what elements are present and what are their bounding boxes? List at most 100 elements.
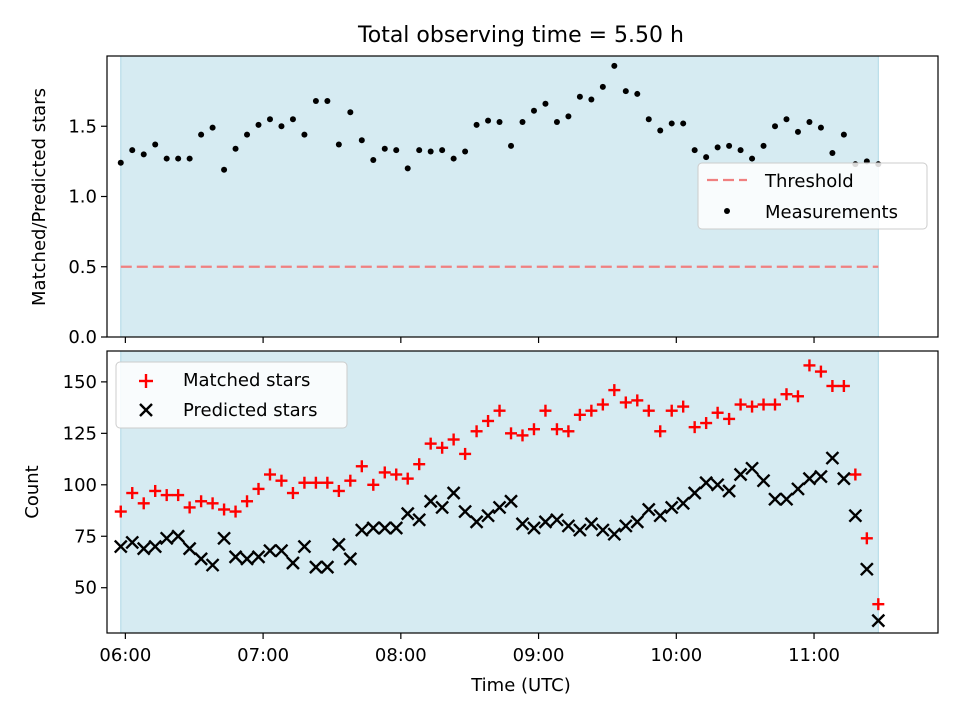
- measurement-point: [576, 93, 583, 100]
- matched-star-point: [608, 384, 621, 397]
- measurement-point: [726, 142, 733, 149]
- measurement-point: [255, 121, 262, 128]
- matched-star-point: [229, 505, 242, 518]
- matched-star-point: [837, 379, 850, 392]
- measurement-point: [657, 127, 664, 134]
- matched-star-point: [390, 468, 403, 481]
- matched-star-point: [826, 379, 839, 392]
- matched-star-point: [286, 487, 299, 500]
- matched-star-point: [631, 394, 644, 407]
- predicted-star-point: [630, 514, 645, 529]
- predicted-star-point: [400, 506, 415, 521]
- measurement-point: [530, 107, 537, 114]
- matched-star-point: [195, 495, 208, 508]
- measurement-point: [645, 116, 652, 123]
- measurement-point: [140, 151, 147, 158]
- matched-star-point: [172, 489, 185, 502]
- matched-legend-label: Matched stars: [183, 370, 310, 391]
- predicted-star-point: [286, 556, 300, 570]
- matched-star-point: [149, 484, 162, 497]
- matched-star-point: [780, 388, 793, 401]
- predicted-star-point: [837, 471, 851, 486]
- predicted-star-point: [469, 514, 484, 529]
- predicted-star-point: [354, 523, 369, 537]
- matched-star-point: [160, 489, 173, 502]
- measurement-point: [289, 116, 296, 123]
- predicted-star-point: [814, 469, 828, 484]
- measurement-point: [186, 155, 193, 162]
- y-tick-label: 1.0: [68, 187, 97, 208]
- measurement-point: [221, 166, 228, 173]
- measurement-point: [175, 155, 182, 162]
- predicted-legend-swatch: [139, 403, 153, 417]
- predicted-star-point: [205, 558, 220, 572]
- count-x-axis: 06:00 07:00 08:00 09:00 10:00 11:00: [99, 633, 840, 666]
- predicted-legend-label: Predicted stars: [183, 400, 317, 421]
- matched-star-point: [723, 412, 736, 425]
- measurement-point: [244, 131, 251, 138]
- predicted-star-point: [377, 521, 392, 535]
- predicted-star-point: [515, 517, 530, 531]
- matched-star-point: [527, 423, 540, 436]
- predicted-star-point: [240, 552, 254, 566]
- measurement-point: [668, 120, 675, 127]
- ratio-y-axis-label: Matched/Predicted stars: [29, 88, 50, 306]
- ratio-panel: 0.0 0.5 1.0 1.5 Matched/Predicted stars Thr…: [29, 55, 939, 348]
- matched-star-point: [665, 404, 678, 417]
- matched-star-point: [252, 482, 265, 495]
- measurement-point: [324, 97, 331, 104]
- measurement-point: [335, 141, 342, 148]
- predicted-star-point: [182, 541, 197, 556]
- predicted-star-point: [125, 535, 140, 550]
- matched-star-point: [860, 532, 873, 545]
- predicted-star-point: [802, 471, 817, 486]
- matched-star-point: [539, 404, 552, 417]
- predicted-star-point: [527, 521, 541, 535]
- measurement-point: [416, 147, 423, 154]
- matched-star-point: [573, 408, 586, 421]
- measurement-point: [508, 142, 515, 149]
- matched-star-point: [459, 447, 472, 460]
- count-y-axis: 50 75 100 125 150: [63, 372, 107, 599]
- predicted-star-point: [871, 613, 886, 628]
- predicted-star-point: [320, 560, 335, 574]
- matched-star-point: [677, 400, 690, 413]
- measurement-point: [519, 119, 526, 126]
- predicted-star-point: [263, 543, 277, 558]
- count-plot-frame: [106, 350, 939, 634]
- matched-star-point: [700, 417, 713, 430]
- measurement-point: [611, 62, 618, 69]
- predicted-star-point: [676, 496, 691, 511]
- matched-star-point: [309, 476, 322, 489]
- matched-star-point: [355, 460, 368, 473]
- matched-star-point: [505, 427, 518, 440]
- matched-star-point: [585, 404, 598, 417]
- matched-star-point: [275, 474, 288, 487]
- matched-star-point: [241, 495, 254, 508]
- ratio-x-ticks: [124, 337, 815, 343]
- measurement-point: [691, 147, 698, 154]
- predicted-star-point: [722, 484, 736, 498]
- predicted-star-point: [504, 494, 518, 509]
- predicted-star-point: [228, 549, 243, 564]
- predicted-star-point: [332, 537, 346, 552]
- predicted-star-point: [159, 531, 174, 546]
- predicted-star-point: [412, 512, 427, 527]
- x-tick-label: 07:00: [237, 645, 289, 666]
- predicted-star-point: [251, 549, 266, 564]
- measurement-point: [163, 155, 170, 162]
- matched-star-point: [126, 487, 139, 500]
- matched-star-point: [332, 484, 345, 497]
- measurement-point: [381, 145, 388, 152]
- measurement-point: [542, 100, 549, 107]
- y-tick-label: 100: [63, 475, 97, 496]
- matched-star-point: [137, 497, 150, 510]
- measurement-point: [266, 116, 273, 123]
- matched-star-point: [642, 404, 655, 417]
- measurement-point: [370, 156, 377, 163]
- y-tick-label: 0.5: [68, 257, 97, 278]
- matched-star-point: [734, 398, 747, 411]
- measurement-point: [198, 131, 205, 138]
- count-markers: [113, 359, 886, 628]
- predicted-star-point: [756, 473, 771, 488]
